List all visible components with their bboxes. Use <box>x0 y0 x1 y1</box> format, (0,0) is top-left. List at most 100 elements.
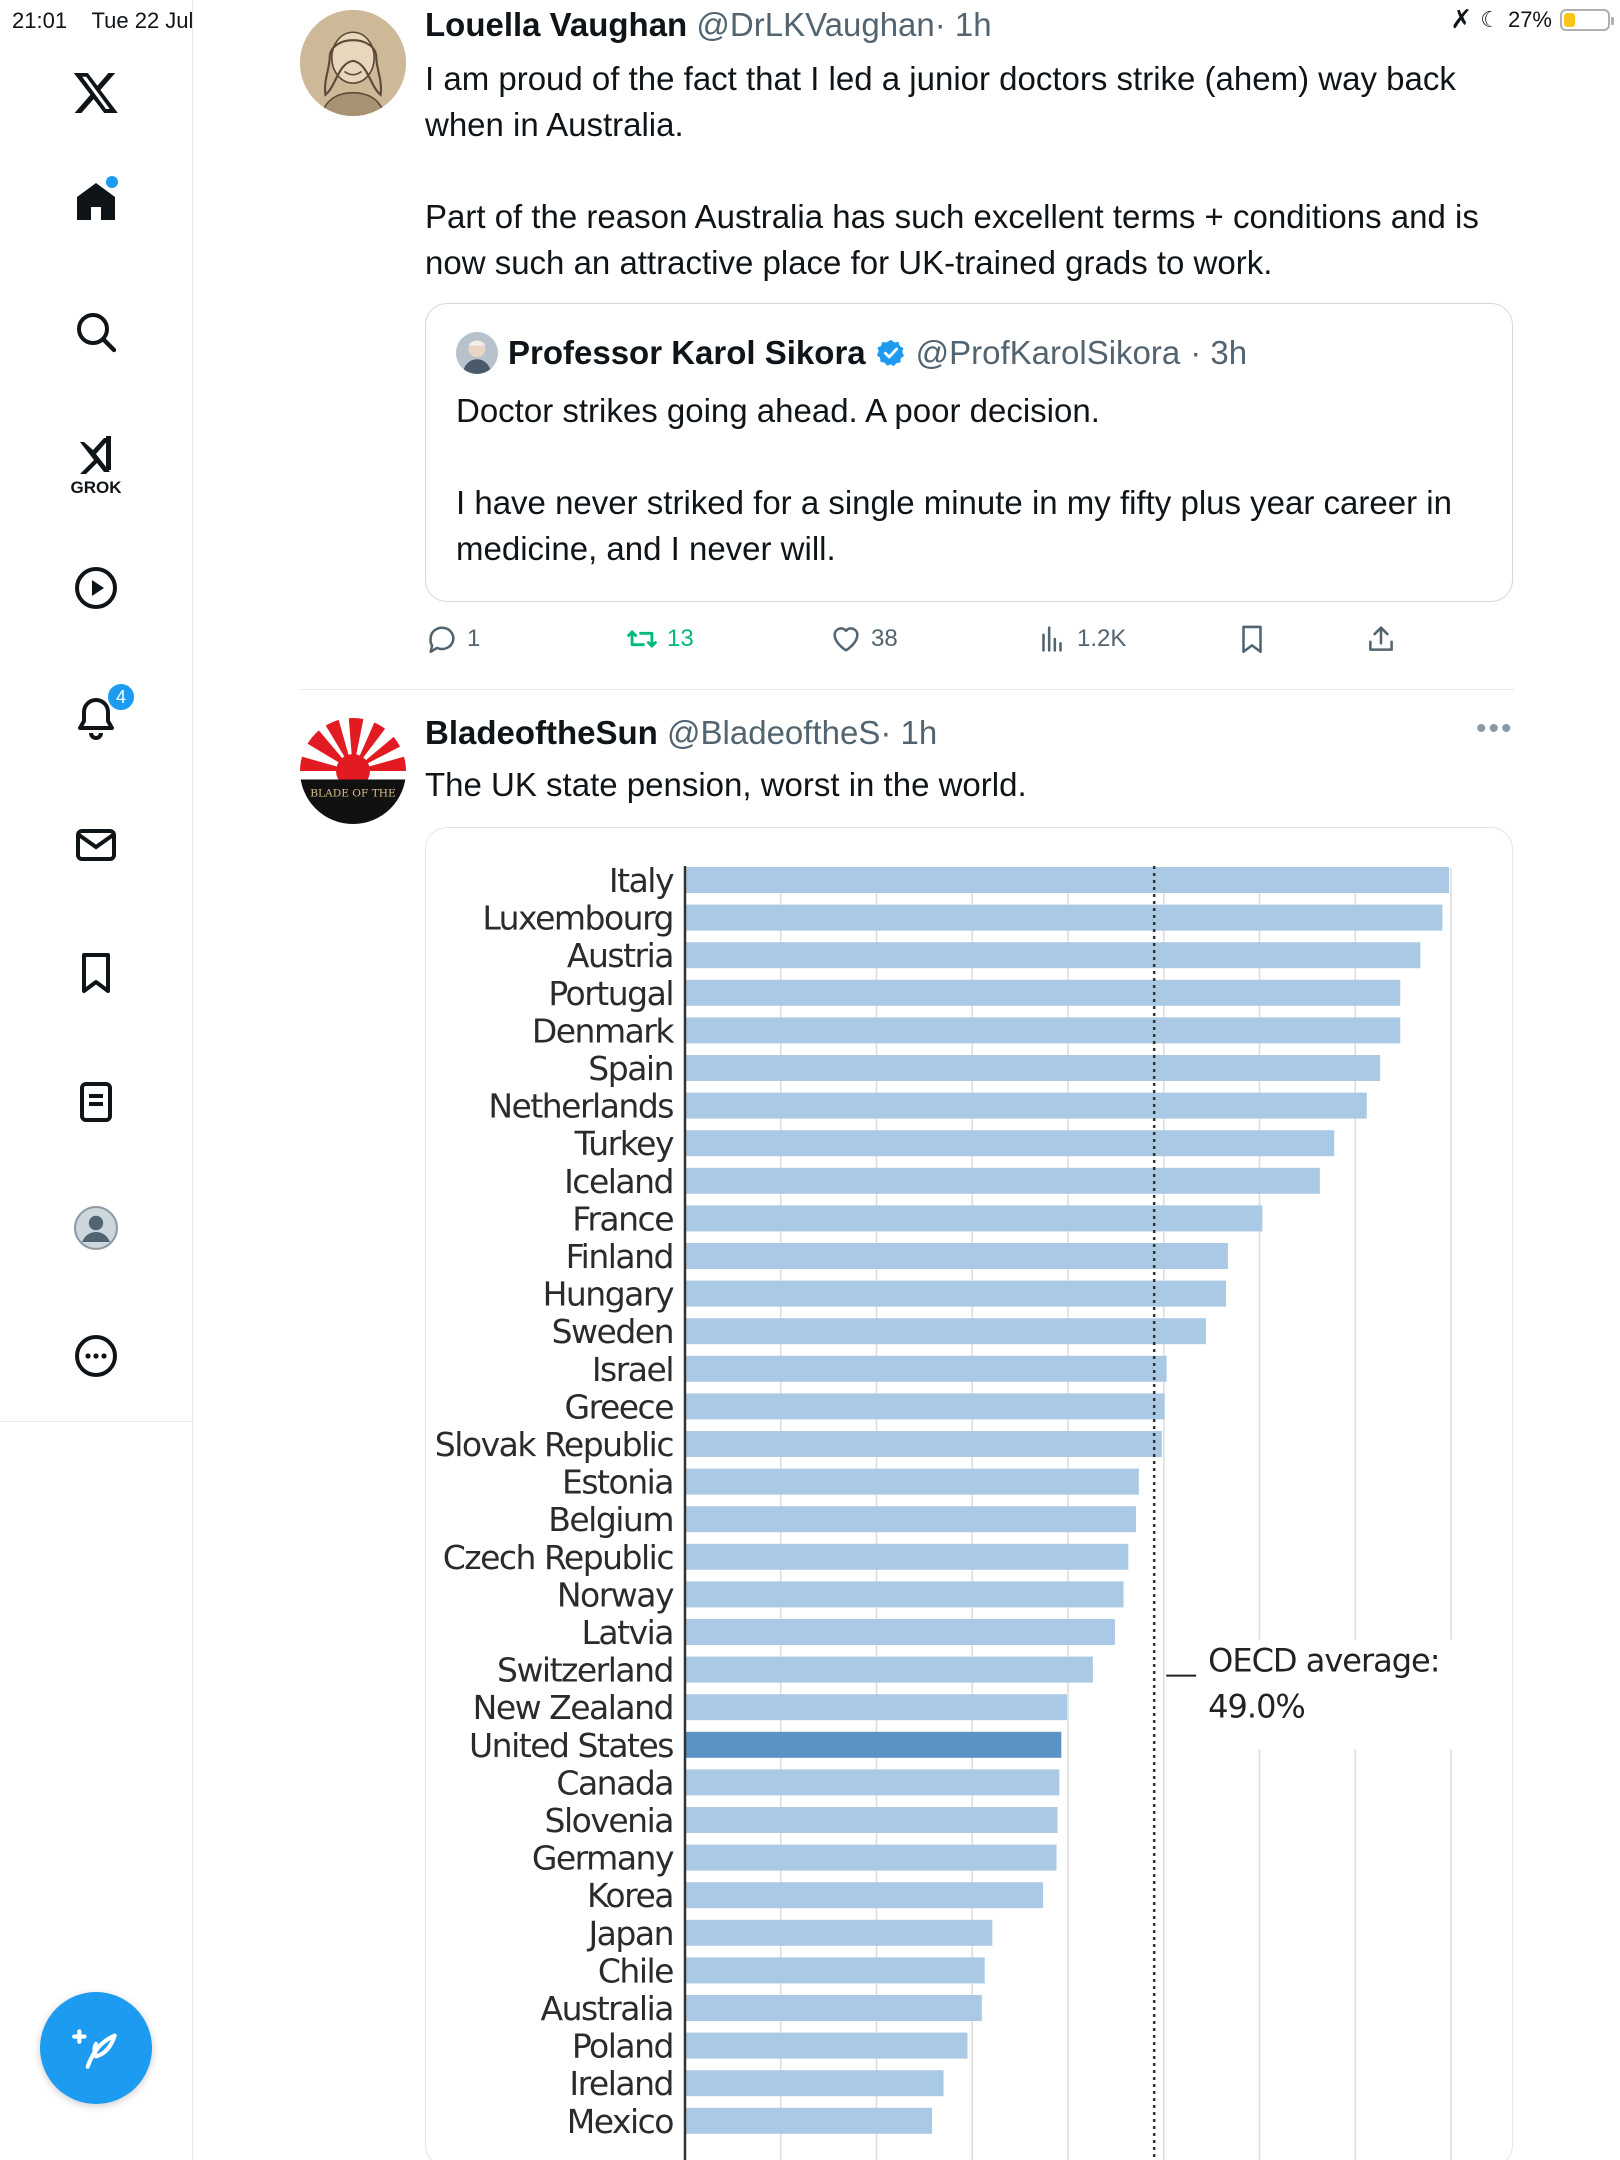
retweet-icon <box>627 630 657 648</box>
more-options-icon[interactable] <box>66 1326 126 1386</box>
chart-category-label: Korea <box>587 1876 673 1915</box>
chart-reference-label: OECD average: <box>1208 1642 1439 1680</box>
notifications-bell-icon[interactable]: 4 <box>66 682 136 748</box>
sidebar-divider <box>0 1421 193 1422</box>
video-play-icon[interactable] <box>66 558 126 618</box>
bookmark-icon <box>1242 625 1262 654</box>
chart-reference-value: 49.0% <box>1208 1688 1305 1726</box>
reply-icon <box>429 626 455 654</box>
sidebar: GROK 4 <box>0 0 193 2160</box>
chart-bar <box>685 1543 1129 1570</box>
tweet2-more-icon[interactable]: ••• <box>1476 712 1514 745</box>
avatar-text: BLADE OF THE <box>310 787 396 799</box>
chart-category-label: Latvia <box>582 1613 673 1652</box>
tweet1-handle[interactable]: @DrLKVaughan <box>696 6 935 43</box>
search-icon[interactable] <box>66 302 126 362</box>
chart-category-label: Portugal <box>548 974 673 1013</box>
chart-category-label: Switzerland <box>497 1651 673 1690</box>
battery-icon <box>1560 8 1614 31</box>
chart-bar <box>685 1581 1124 1608</box>
quote-handle: @ProfKarolSikora <box>915 334 1181 371</box>
chart-bar <box>685 1807 1058 1833</box>
chart-category-label: Spain <box>588 1049 673 1088</box>
chart-bar <box>685 1694 1068 1721</box>
chart-category-label: Germany <box>532 1839 674 1878</box>
quote-author-name: Professor Karol Sikora <box>508 334 866 371</box>
bladeofthesun-avatar[interactable]: BLADE OF THE <box>300 718 406 824</box>
battery-percent: 27% <box>1507 6 1552 32</box>
chart-bar <box>685 979 1401 1006</box>
chart-bar <box>685 1731 1062 1758</box>
reply-button[interactable]: 1 <box>425 622 480 656</box>
x-logo-icon[interactable] <box>66 62 126 122</box>
like-button[interactable]: 38 <box>829 622 898 656</box>
chart-category-label: France <box>572 1199 673 1238</box>
chart-category-label: Finland <box>566 1237 673 1276</box>
chart-category-label: Chile <box>598 1951 673 1990</box>
tweet2-chart-image[interactable]: Italy Luxembourg Austria Portugal Denmark Spa… <box>425 827 1513 2160</box>
tweet2-author-name[interactable]: BladeoftheSun <box>425 714 658 751</box>
chart-bar <box>685 1318 1206 1345</box>
share-button[interactable] <box>1364 622 1398 656</box>
louella-avatar[interactable] <box>300 10 406 116</box>
bookmark-button[interactable] <box>1235 622 1269 656</box>
chart-bar <box>685 1167 1320 1194</box>
chart-bar <box>685 1017 1401 1044</box>
chart-category-label: Luxembourg <box>482 899 673 938</box>
tweet2-text: The UK state pension, worst in the world… <box>425 766 1027 803</box>
tweet1-paragraph-2: Part of the reason Australia has such ex… <box>425 198 1479 281</box>
chart-bar <box>685 1280 1226 1307</box>
reply-count: 1 <box>467 625 481 652</box>
retweet-count: 13 <box>667 625 694 652</box>
lists-icon[interactable] <box>66 1072 126 1132</box>
chart-category-label: Iceland <box>564 1162 673 1201</box>
compose-post-button[interactable] <box>40 1992 152 2104</box>
views-count: 1.2K <box>1077 625 1127 652</box>
grok-status-icon: ✗ <box>1450 4 1473 34</box>
compose-feather-icon <box>72 2029 117 2069</box>
tweet1-actions: 1 13 38 1.2K <box>425 622 1525 662</box>
notification-badge: 4 <box>106 682 136 712</box>
chart-category-label: Estonia <box>562 1463 673 1502</box>
chart-bar <box>685 1506 1136 1533</box>
heart-icon <box>833 627 859 652</box>
home-icon[interactable] <box>66 172 126 232</box>
profile-avatar-icon[interactable] <box>66 1198 126 1258</box>
messages-envelope-icon[interactable] <box>66 815 126 875</box>
chart-category-label: New Zealand <box>473 1688 673 1727</box>
tweet1-header: Louella Vaughan @DrLKVaughan· 1h <box>425 6 992 44</box>
tweet2-handle[interactable]: @BladeoftheS <box>667 714 881 751</box>
chart-category-label: Poland <box>572 2027 673 2066</box>
chart-bar <box>685 942 1421 969</box>
chart-category-label: Netherlands <box>488 1087 673 1126</box>
tweet1-text: I am proud of the fact that I led a juni… <box>425 56 1515 286</box>
chart-bar <box>685 1092 1367 1119</box>
chart-bar <box>685 1431 1162 1457</box>
chart-category-label: Italy <box>609 861 674 900</box>
bookmarks-icon[interactable] <box>66 943 126 1003</box>
quote-text: Doctor strikes going ahead. A poor decis… <box>456 388 1496 572</box>
retweet-button[interactable]: 13 <box>625 622 694 656</box>
quote-paragraph-2: I have never striked for a single minute… <box>456 484 1452 567</box>
chart-bar <box>685 1769 1060 1796</box>
share-icon <box>1369 626 1393 651</box>
chart-category-label: Austria <box>567 936 673 975</box>
chart-category-label: Israel <box>592 1350 673 1389</box>
quoted-tweet[interactable]: Professor Karol Sikora @ProfKarolSikora ·… <box>425 303 1513 602</box>
tweet1-author-name[interactable]: Louella Vaughan <box>425 6 688 43</box>
tweet-divider <box>300 689 1514 690</box>
chart-bar <box>685 1656 1093 1683</box>
chart-category-label: Hungary <box>543 1275 674 1314</box>
chart-bar <box>685 1468 1139 1495</box>
quote-paragraph-1: Doctor strikes going ahead. A poor decis… <box>456 392 1100 429</box>
pension-bar-chart: ItalyLuxembourgAustriaPortugalDenmarkSpa… <box>435 861 1483 2160</box>
chart-bar <box>685 1243 1228 1269</box>
chart-category-label: Japan <box>586 1914 673 1953</box>
chart-category-label: Denmark <box>532 1011 676 1050</box>
grok-icon[interactable] <box>66 424 126 484</box>
tweet1-time[interactable]: · 1h <box>934 6 992 43</box>
views-button[interactable]: 1.2K <box>1035 622 1126 656</box>
tweet2-time[interactable]: · 1h <box>880 714 938 751</box>
chart-category-label: Czech Republic <box>443 1538 674 1577</box>
chart-category-label: Turkey <box>574 1124 674 1163</box>
